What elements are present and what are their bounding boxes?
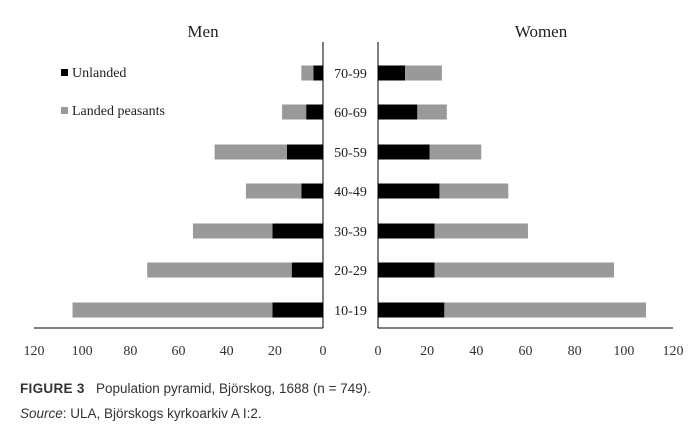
bar-women-20-29-landed (434, 262, 614, 278)
men-tick-label-60: 60 (172, 344, 186, 359)
legend-swatch-unlanded (61, 69, 68, 76)
bar-men-60-69-unlanded (306, 104, 323, 120)
bar-men-30-39-landed (192, 223, 273, 239)
bar-men-50-59-unlanded (286, 144, 323, 160)
women-panel-title: Women (515, 22, 568, 41)
source-text: : ULA, Björskogs kyrkoarkiv A I:2. (62, 406, 262, 421)
women-tick-label-40: 40 (469, 344, 483, 359)
bar-men-40-49-unlanded (301, 183, 323, 199)
population-pyramid-chart: Men Women 120 100 80 60 40 20 0 0 20 40 60 80 100 120… (24, 22, 684, 359)
bar-men-50-59-landed (214, 144, 287, 160)
legend-swatch-landed (61, 107, 68, 114)
women-tick-label-80: 80 (568, 344, 582, 359)
women-tick-label-20: 20 (420, 344, 434, 359)
bar-women-40-49-unlanded (378, 183, 440, 199)
men-tick-label-80: 80 (123, 344, 137, 359)
bar-women-50-59-landed (429, 144, 482, 160)
category-label-20-29: 20-29 (334, 264, 367, 279)
bar-women-30-39-unlanded (378, 223, 435, 239)
bar-women-30-39-landed (434, 223, 528, 239)
axes-group (34, 42, 673, 329)
category-labels-group: 10-19 20-29 30-39 40-49 50-59 60-69 70-99 (334, 67, 367, 319)
bar-women-10-19-unlanded (378, 302, 445, 318)
women-tick-label-100: 100 (613, 344, 634, 359)
bar-men-30-39-unlanded (272, 223, 323, 239)
men-panel-title: Men (187, 22, 219, 41)
source-label: Source (20, 406, 63, 421)
bar-women-60-69-landed (417, 104, 447, 120)
bars-group (72, 65, 646, 318)
bar-women-10-19-landed (444, 302, 646, 318)
bar-women-70-99-landed (405, 65, 442, 81)
men-tick-label-20: 20 (268, 344, 282, 359)
bar-women-40-49-landed (439, 183, 509, 199)
category-label-70-99: 70-99 (334, 67, 367, 82)
figure-caption-text: Population pyramid, Björskog, 1688 (n = … (95, 381, 371, 396)
category-label-30-39: 30-39 (334, 225, 367, 240)
bar-men-70-99-landed (301, 65, 314, 81)
legend-label-landed: Landed peasants (72, 104, 165, 119)
bar-men-70-99-unlanded (313, 65, 323, 81)
figure-caption: FIGURE 3 Population pyramid, Björskog, 1… (20, 381, 371, 396)
category-label-10-19: 10-19 (334, 304, 367, 319)
legend-label-unlanded: Unlanded (72, 66, 126, 81)
legend: Unlanded Landed peasants (61, 66, 165, 119)
women-tick-label-60: 60 (519, 344, 533, 359)
bar-women-60-69-unlanded (378, 104, 418, 120)
bar-men-20-29-landed (147, 262, 292, 278)
bar-men-40-49-landed (245, 183, 302, 199)
men-tick-label-120: 120 (24, 344, 45, 359)
bar-men-10-19-landed (72, 302, 273, 318)
men-tick-label-0: 0 (320, 344, 327, 359)
bar-women-50-59-unlanded (378, 144, 430, 160)
category-label-50-59: 50-59 (334, 146, 367, 161)
women-tick-label-120: 120 (663, 344, 684, 359)
figure-label: FIGURE 3 (20, 381, 85, 396)
men-tick-label-40: 40 (220, 344, 234, 359)
bar-women-70-99-unlanded (378, 65, 406, 81)
tick-labels-group: 120 100 80 60 40 20 0 0 20 40 60 80 100 120 (24, 344, 684, 359)
category-label-40-49: 40-49 (334, 185, 367, 200)
bar-women-20-29-unlanded (378, 262, 435, 278)
category-label-60-69: 60-69 (334, 106, 367, 121)
bar-men-60-69-landed (282, 104, 307, 120)
men-tick-label-100: 100 (72, 344, 93, 359)
figure-source: Source: ULA, Björskogs kyrkoarkiv A I:2. (20, 406, 262, 421)
bar-men-20-29-unlanded (291, 262, 323, 278)
bar-men-10-19-unlanded (272, 302, 323, 318)
women-tick-label-0: 0 (375, 344, 382, 359)
